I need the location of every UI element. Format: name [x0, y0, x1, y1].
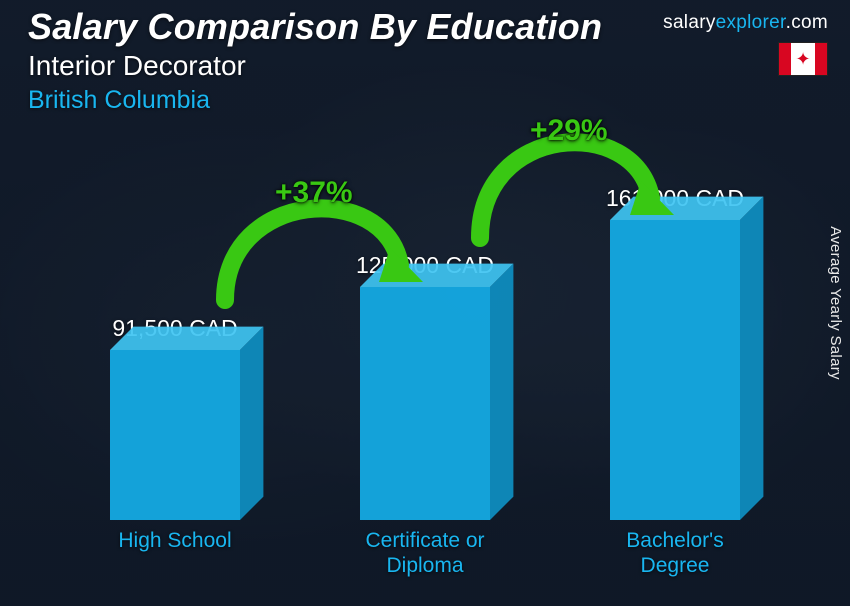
- bar: [610, 220, 740, 520]
- bar-group: 125,000 CAD: [335, 252, 515, 520]
- flag-mid: ✦: [791, 43, 815, 75]
- brand-logo: salaryexplorer.com: [663, 12, 828, 34]
- bar-front: [110, 350, 240, 520]
- category-label: Certificate orDiploma: [335, 528, 515, 578]
- bar-front: [610, 220, 740, 520]
- chart-location: British Columbia: [28, 86, 602, 115]
- bar: [110, 350, 240, 520]
- y-axis-label: Average Yearly Salary: [827, 226, 844, 380]
- bar-top: [110, 327, 263, 350]
- bar-side: [490, 264, 513, 520]
- flag-band-left: [779, 43, 791, 75]
- bar-top: [610, 197, 763, 220]
- bar-front: [360, 287, 490, 520]
- bars-container: 91,500 CAD 125,000 CAD 161,000 CAD: [50, 140, 800, 520]
- categories-container: High School Certificate orDiploma Bachelor…: [50, 528, 800, 578]
- category-label: Bachelor'sDegree: [585, 528, 765, 578]
- brand-part1: salary: [663, 12, 715, 33]
- bar-group: 91,500 CAD: [85, 315, 265, 520]
- bar: [360, 287, 490, 520]
- chart-title: Salary Comparison By Education: [28, 6, 602, 48]
- brand-part2: explorer: [716, 12, 786, 33]
- bar-chart: 91,500 CAD 125,000 CAD 161,000 CAD High Sc…: [50, 140, 800, 578]
- bar-group: 161,000 CAD: [585, 185, 765, 520]
- chart-subtitle: Interior Decorator: [28, 50, 602, 82]
- bar-side: [740, 197, 763, 520]
- title-block: Salary Comparison By Education Interior …: [28, 6, 602, 115]
- brand-suffix: .com: [786, 12, 828, 33]
- infographic-stage: Salary Comparison By Education Interior …: [0, 0, 850, 606]
- bar-top: [360, 264, 513, 287]
- category-label: High School: [85, 528, 265, 578]
- bar-side: [240, 327, 263, 520]
- flag-band-right: [815, 43, 827, 75]
- maple-leaf-icon: ✦: [795, 50, 810, 68]
- country-flag-icon: ✦: [778, 42, 828, 76]
